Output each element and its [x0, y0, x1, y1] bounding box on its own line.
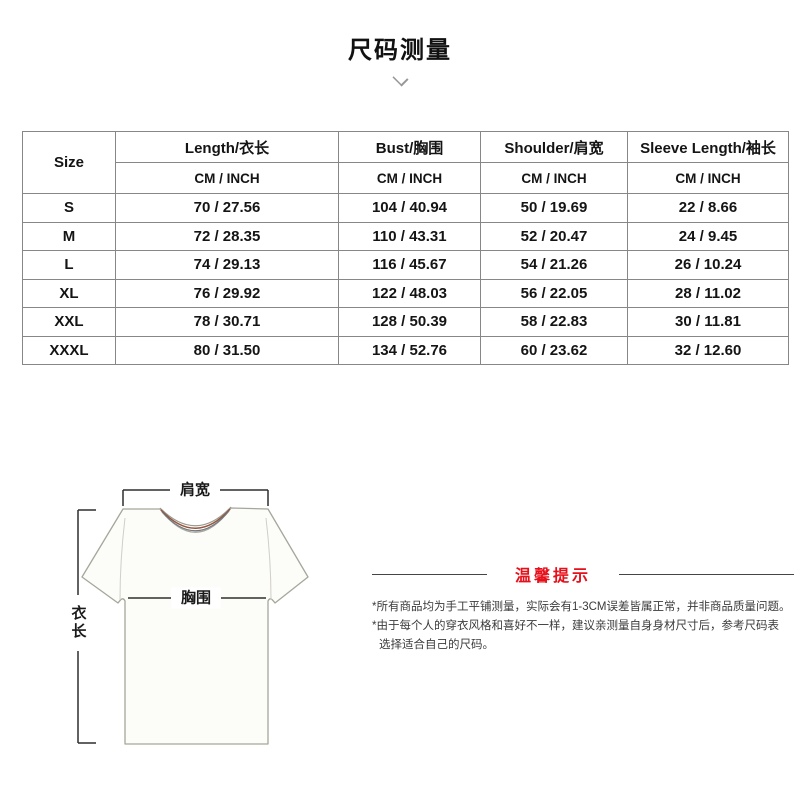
- cell-size: M: [22, 221, 116, 251]
- cell-length: 74 / 29.13: [115, 250, 339, 280]
- table-header-row: Size Length/衣长 Bust/胸围 Shoulder/肩宽 Sleev…: [22, 131, 789, 194]
- cell-sleeve: 32 / 12.60: [627, 335, 789, 365]
- cell-shoulder: 56 / 22.05: [480, 278, 628, 308]
- tshirt-body-shape: [81, 507, 309, 745]
- cell-shoulder: 50 / 19.69: [480, 193, 628, 223]
- cell-size: XXXL: [22, 335, 116, 365]
- cell-size: XL: [22, 278, 116, 308]
- tshirt-measurement-diagram: 肩宽 胸围 衣长: [50, 460, 370, 800]
- cell-size: XXL: [22, 307, 116, 337]
- unit-label-shoulder: CM / INCH: [480, 162, 628, 194]
- tips-title: 温馨提示: [515, 568, 592, 585]
- cell-bust: 134 / 52.76: [338, 335, 481, 365]
- cell-shoulder: 58 / 22.83: [480, 307, 628, 337]
- table-row-xxl: XXL 78 / 30.71 128 / 50.39 58 / 22.83 30…: [22, 307, 789, 337]
- table-row-xxxl: XXXL 80 / 31.50 134 / 52.76 60 / 23.62 3…: [22, 335, 789, 365]
- chevron-down-icon: [391, 70, 409, 87]
- divider-line-right: [619, 573, 794, 575]
- collar-stripe-top: [159, 506, 232, 527]
- col-header-sleeve: Sleeve Length/袖长: [627, 131, 789, 163]
- col-header-bust: Bust/胸围: [338, 131, 481, 163]
- tip-line-3: 选择适合自己的尺码。: [379, 639, 494, 651]
- tips-section: 温馨提示 *所有商品均为手工平铺测量，实际会有1-3CM误差皆属正常，并非商品质…: [372, 562, 794, 655]
- tip-line-1: *所有商品均为手工平铺测量，实际会有1-3CM误差皆属正常，并非商品质量问题。: [372, 601, 791, 613]
- cell-shoulder: 54 / 21.26: [480, 250, 628, 280]
- cell-length: 76 / 29.92: [115, 278, 339, 308]
- cell-length: 80 / 31.50: [115, 335, 339, 365]
- left-sleeve-seam: [119, 517, 126, 601]
- tips-body: *所有商品均为手工平铺测量，实际会有1-3CM误差皆属正常，并非商品质量问题。 …: [372, 598, 794, 655]
- unit-label-sleeve: CM / INCH: [627, 162, 789, 194]
- bust-label: 胸围: [170, 587, 222, 609]
- table-row-s: S 70 / 27.56 104 / 40.94 50 / 19.69 22 /…: [22, 193, 789, 223]
- cell-bust: 104 / 40.94: [338, 193, 481, 223]
- tshirt-illustration: [77, 489, 309, 745]
- table-unit-row: CM / INCH CM / INCH CM / INCH CM / INCH: [23, 162, 789, 194]
- unit-label-bust: CM / INCH: [338, 162, 481, 194]
- length-label: 衣长: [67, 595, 89, 651]
- cell-shoulder: 52 / 20.47: [480, 221, 628, 251]
- cell-bust: 128 / 50.39: [338, 307, 481, 337]
- tip-line-2: *由于每个人的穿衣风格和喜好不一样，建议亲测量自身身材尺寸后，参考尺码表: [372, 620, 779, 632]
- cell-sleeve: 26 / 10.24: [627, 250, 789, 280]
- cell-sleeve: 22 / 8.66: [627, 193, 789, 223]
- cell-bust: 122 / 48.03: [338, 278, 481, 308]
- table-row-l: L 74 / 29.13 116 / 45.67 54 / 21.26 26 /…: [22, 250, 789, 280]
- page-title: 尺码测量: [348, 37, 452, 64]
- right-sleeve-seam: [265, 517, 272, 601]
- unit-label-length: CM / INCH: [115, 162, 339, 194]
- collar-stripe-gray: [161, 510, 230, 532]
- col-header-size: Size: [22, 131, 116, 194]
- size-table: Size Length/衣长 Bust/胸围 Shoulder/肩宽 Sleev…: [22, 131, 789, 365]
- cell-sleeve: 28 / 11.02: [627, 278, 789, 308]
- table-row-xl: XL 76 / 29.92 122 / 48.03 56 / 22.05 28 …: [22, 278, 789, 308]
- chevron-wrap: [0, 70, 800, 94]
- tips-header: 温馨提示: [372, 562, 794, 586]
- table-row-m: M 72 / 28.35 110 / 43.31 52 / 20.47 24 /…: [22, 221, 789, 251]
- shoulder-width-label: 肩宽: [169, 479, 221, 501]
- cell-length: 70 / 27.56: [115, 193, 339, 223]
- cell-shoulder: 60 / 23.62: [480, 335, 628, 365]
- cell-length: 72 / 28.35: [115, 221, 339, 251]
- cell-bust: 110 / 43.31: [338, 221, 481, 251]
- cell-size: L: [22, 250, 116, 280]
- cell-bust: 116 / 45.67: [338, 250, 481, 280]
- cell-size: S: [22, 193, 116, 223]
- collar-stripe-red: [160, 508, 231, 529]
- cell-sleeve: 30 / 11.81: [627, 307, 789, 337]
- col-header-shoulder: Shoulder/肩宽: [480, 131, 628, 163]
- col-header-length: Length/衣长: [115, 131, 339, 163]
- cell-length: 78 / 30.71: [115, 307, 339, 337]
- divider-line-left: [372, 573, 487, 575]
- cell-sleeve: 24 / 9.45: [627, 221, 789, 251]
